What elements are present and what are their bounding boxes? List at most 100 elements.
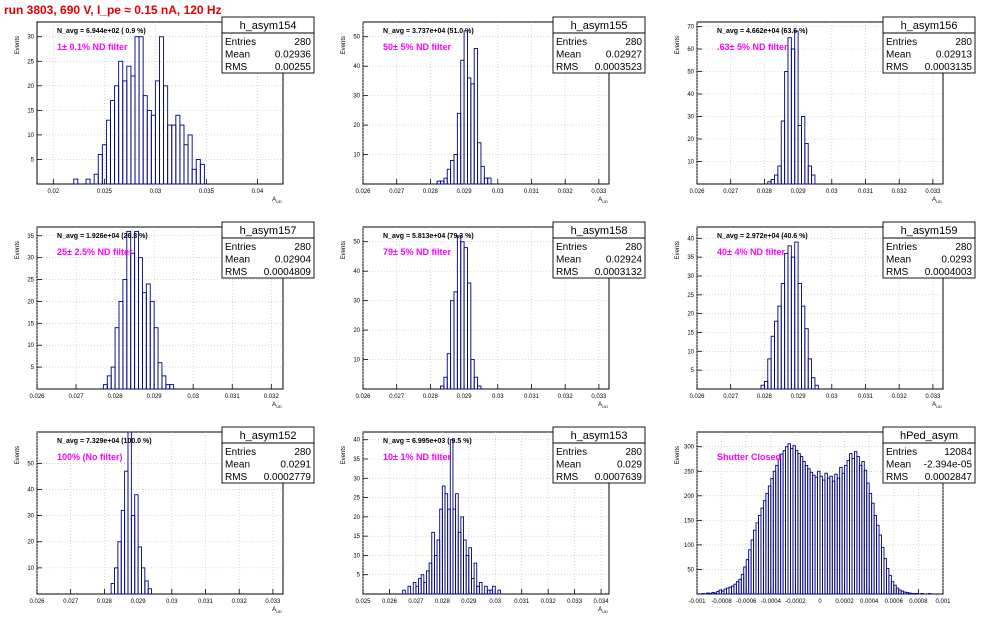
y-tick-label: 10 [687, 349, 694, 355]
stats-box [552, 221, 646, 279]
navg-label: N_avg = 6.944e+02 ( 0.9 %) [57, 28, 146, 35]
x-tick-label: -0.0002 [785, 599, 806, 605]
x-axis-label: AUD [598, 197, 608, 204]
y-tick-label: 20 [687, 137, 694, 143]
x-tick-label: 0.034 [594, 599, 610, 605]
x-tick-label: 0.03 [489, 599, 501, 605]
x-tick-label: -0.0004 [761, 599, 782, 605]
histogram-panel-h_asym153: 0.025 0.026 0.027 0.028 0.029 0.03 0.031 0.032 0… [341, 426, 646, 614]
x-tick-label: 0.026 [355, 189, 371, 195]
x-tick-label: 0.0002 [835, 599, 854, 605]
histogram-bin [478, 581, 483, 595]
x-tick-label: 0.033 [925, 189, 941, 195]
x-tick-label: 0.031 [225, 394, 241, 400]
x-tick-label: 0.032 [232, 599, 248, 605]
stats-box [552, 16, 646, 74]
page-title: run 3803, 690 V, I_pe ≈ 0.15 nA, 120 Hz [4, 3, 222, 17]
y-tick-label: 20 [27, 540, 34, 546]
histogram-panel-h_asym159: 0.026 0.027 0.028 0.029 0.03 0.031 0.032 0.033 5… [675, 221, 976, 409]
y-tick-label: 30 [353, 94, 360, 100]
x-tick-label: 0.027 [723, 394, 739, 400]
histogram-bin [468, 547, 472, 595]
histogram-bin [473, 376, 479, 390]
y-tick-label: 10 [27, 343, 34, 349]
histogram-bin [497, 589, 501, 595]
stats-value: 0.02904 [275, 255, 312, 266]
stats-key: Entries [556, 447, 587, 458]
histogram-bin [492, 585, 496, 595]
x-tick-label: 0.03 [492, 394, 504, 400]
stats-key: RMS [886, 62, 909, 73]
histogram-panel-h_asym155: 0.026 0.027 0.028 0.029 0.03 0.031 0.032 0.033 1… [341, 16, 646, 204]
stats-value: 0.0003523 [595, 62, 643, 73]
stats-key: Mean [225, 255, 250, 266]
histogram-bin [487, 177, 492, 185]
y-axis-label: Events [675, 241, 681, 259]
y-tick-label: 10 [353, 358, 360, 364]
stats-key: RMS [225, 267, 248, 278]
y-axis-label: Events [15, 36, 21, 54]
histogram-bin [161, 375, 167, 390]
stats-key: Mean [556, 460, 581, 471]
x-tick-label: 0.028 [757, 189, 773, 195]
x-tick-label: 0.031 [524, 189, 540, 195]
y-tick-label: 35 [27, 234, 34, 240]
x-tick-label: 0.03 [826, 394, 838, 400]
stats-value: 280 [625, 447, 642, 458]
y-tick-label: 40 [687, 92, 694, 98]
x-tick-label: 0.033 [925, 394, 941, 400]
x-tick-label: 0.032 [558, 394, 574, 400]
x-tick-label: 0.027 [389, 394, 405, 400]
x-tick-label: 0.026 [382, 599, 398, 605]
x-tick-label: 0.028 [423, 394, 439, 400]
x-tick-label: 0.026 [29, 394, 45, 400]
histogram-panel-hPed_asym: -0.001 -0.0008 -0.0006 -0.0004 -0.0002 0 0.000… [675, 426, 976, 605]
navg-label: N_avg = 3.737e+04 (51.0 %) [383, 28, 474, 35]
filter-annotation: 50± 5% ND filter [383, 42, 451, 52]
x-axis-label: AUD [598, 402, 608, 409]
y-tick-label: 30 [27, 35, 34, 41]
stats-box [882, 16, 976, 74]
stats-value: 280 [294, 37, 311, 48]
filter-annotation: 1± 0.1% ND filter [57, 42, 128, 52]
y-tick-label: 25 [27, 278, 34, 284]
stats-title: h_asym155 [571, 20, 628, 32]
x-tick-label: 0.035 [199, 189, 215, 195]
x-tick-label: 0.031 [858, 394, 874, 400]
x-tick-label: 0.028 [757, 394, 773, 400]
y-tick-label: 50 [687, 567, 694, 573]
x-axis-label-subscript: UD [602, 199, 608, 204]
x-axis-label-subscript: UD [276, 199, 282, 204]
x-tick-label: 0.03 [826, 189, 838, 195]
x-tick-label: 0.029 [131, 599, 147, 605]
x-tick-label: 0.028 [423, 189, 439, 195]
y-tick-label: 40 [687, 236, 694, 242]
x-axis-label: AUD [598, 607, 608, 614]
stats-value: 0.029 [617, 460, 642, 471]
y-tick-label: 300 [684, 445, 695, 451]
stats-title: h_asym152 [240, 430, 297, 442]
y-tick-label: 15 [353, 534, 360, 540]
navg-label: N_avg = 6.995e+03 ( 9.5 %) [383, 438, 472, 445]
stats-value: 280 [955, 37, 972, 48]
stats-value: 280 [294, 242, 311, 253]
x-tick-label: 0.031 [514, 599, 530, 605]
y-axis-label: Events [15, 241, 21, 259]
x-tick-label: 0.02 [47, 189, 59, 195]
x-tick-label: 0.025 [355, 599, 371, 605]
stats-value: 0.02927 [606, 50, 643, 61]
y-tick-label: 10 [27, 133, 34, 139]
y-tick-label: 250 [684, 469, 695, 475]
y-tick-label: 30 [27, 514, 34, 520]
stats-value: 0.0004003 [925, 267, 973, 278]
histogram-bin [807, 358, 813, 390]
y-tick-label: 50 [353, 35, 360, 41]
y-tick-label: 10 [27, 566, 34, 572]
y-tick-label: 50 [27, 461, 34, 467]
stats-box [552, 426, 646, 484]
stats-title: h_asym157 [240, 225, 297, 237]
x-tick-label: 0.027 [408, 599, 424, 605]
stats-key: RMS [556, 62, 579, 73]
stats-key: Entries [886, 447, 917, 458]
